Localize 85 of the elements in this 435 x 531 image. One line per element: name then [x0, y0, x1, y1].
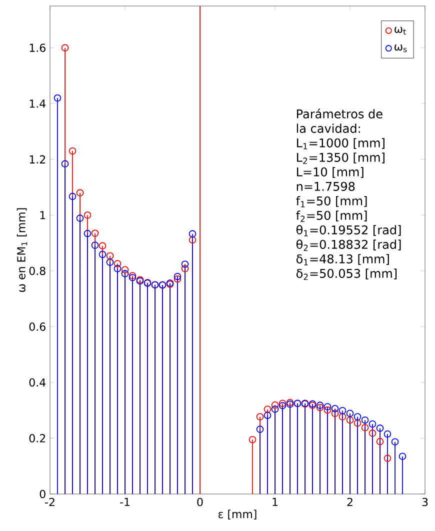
point — [376, 438, 384, 446]
point — [106, 252, 114, 260]
point — [54, 94, 62, 102]
x-axis-title: ε [mm] — [218, 510, 256, 520]
point — [248, 436, 256, 444]
y-tick-label: 0.8 — [29, 266, 46, 276]
point — [316, 402, 324, 409]
annotation: n=1.7598 — [296, 182, 355, 191]
x-tick-label: -1 — [120, 498, 130, 506]
point — [174, 275, 182, 283]
legend-label: ω$_{t}$ — [394, 26, 406, 34]
y-tick-label: 0.2 — [29, 434, 46, 442]
point — [98, 250, 106, 258]
point — [368, 430, 376, 437]
point — [271, 406, 279, 413]
point — [384, 454, 392, 462]
point — [398, 452, 406, 460]
point — [61, 44, 69, 52]
point — [188, 230, 196, 238]
y-tick-label: 0 — [40, 490, 46, 498]
x-tick-label: 3 — [422, 498, 428, 506]
point — [76, 214, 84, 222]
x-tick-label: 2 — [347, 498, 352, 506]
point — [68, 147, 76, 155]
point — [174, 272, 182, 280]
point — [76, 189, 84, 196]
point — [84, 230, 92, 238]
point — [368, 420, 376, 428]
y-tick-label: 0.6 — [29, 322, 46, 331]
legend-label: ω$_{s}$ — [394, 44, 407, 52]
y-tick-label: 1.4 — [30, 100, 46, 108]
point — [361, 424, 369, 432]
point — [91, 230, 99, 237]
y-tick-label: 1 — [40, 211, 46, 220]
annotation: L$_{2}$=1350 [mm] — [296, 152, 384, 164]
annotation: f$_{2}$=50 [mm] — [296, 210, 367, 222]
point — [338, 413, 346, 420]
point — [256, 426, 264, 433]
point — [354, 420, 362, 427]
point — [121, 270, 129, 278]
annotation: f$_{1}$=50 [mm] — [296, 196, 367, 208]
annotation: L$_{1}$=1000 [mm] — [296, 138, 384, 150]
point — [271, 401, 279, 409]
annotation: θ$_{1}$=0.19552 [rad] — [296, 225, 401, 236]
point — [354, 413, 362, 420]
point — [188, 236, 196, 244]
point — [181, 260, 189, 268]
point — [181, 265, 189, 272]
point — [256, 413, 264, 420]
point — [338, 406, 346, 414]
annotation: Parámetros de — [296, 108, 382, 118]
point — [84, 211, 92, 219]
point — [324, 403, 332, 410]
point — [316, 404, 324, 412]
annotation: L=10 [mm] — [296, 167, 364, 178]
x-tick-label: -2 — [45, 498, 54, 506]
point — [391, 438, 399, 446]
point — [376, 424, 384, 432]
point — [361, 416, 369, 424]
annotation: la cavidad: — [296, 124, 360, 133]
point — [68, 192, 76, 200]
annotation: δ$_{2}$=50.053 [mm] — [296, 268, 397, 280]
point — [331, 405, 339, 412]
point — [264, 406, 272, 413]
annotation: δ$_{1}$=48.13 [mm] — [296, 254, 389, 266]
point — [346, 410, 354, 418]
point — [384, 430, 392, 438]
point — [106, 258, 114, 266]
x-tick-label: 0 — [197, 498, 203, 506]
point — [98, 242, 106, 250]
point — [61, 160, 69, 168]
point — [264, 412, 272, 420]
y-axis-title: ω en EM$_{1}$ [mm] — [16, 208, 28, 292]
point — [114, 260, 122, 268]
point — [324, 406, 332, 414]
point — [331, 410, 339, 418]
y-tick-label: 0.4 — [29, 378, 46, 387]
point — [121, 266, 129, 274]
y-tick-label: 1.6 — [30, 44, 46, 52]
y-tick-label: 1.2 — [30, 155, 46, 164]
point — [114, 265, 122, 272]
point — [346, 416, 354, 424]
point — [91, 242, 99, 249]
x-tick-label: 1 — [272, 498, 278, 506]
annotation: θ$_{2}$=0.18832 [rad] — [296, 240, 401, 251]
